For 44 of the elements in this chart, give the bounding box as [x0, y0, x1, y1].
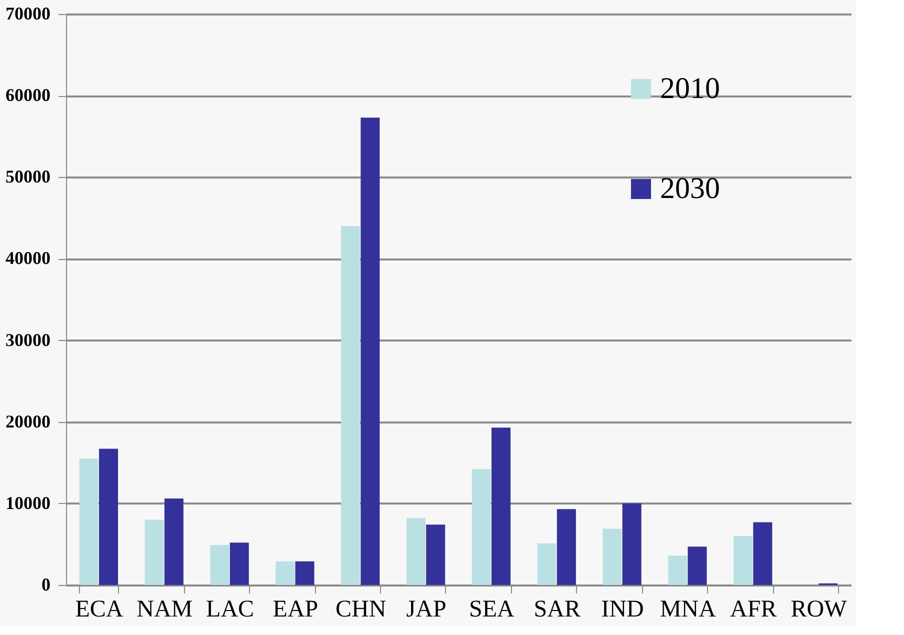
bar	[602, 528, 622, 585]
x-tick-label: AFR	[730, 596, 777, 622]
bar	[210, 545, 230, 585]
bar	[668, 556, 688, 585]
bar	[276, 561, 295, 585]
bar	[164, 498, 184, 585]
bar	[426, 524, 446, 585]
y-tick-label: 60000	[6, 85, 50, 106]
bar	[472, 469, 491, 585]
bar	[99, 448, 118, 585]
bar	[79, 458, 98, 585]
y-tick-label: 0	[42, 574, 50, 594]
x-tick-label: LAC	[206, 596, 254, 622]
bar	[144, 520, 164, 585]
x-tick-label: SEA	[469, 596, 516, 622]
bar	[622, 503, 642, 585]
y-tick-label: 70000	[6, 4, 50, 24]
x-tick-label: SAR	[534, 596, 580, 622]
bar	[688, 546, 707, 585]
y-tick-label: 10000	[6, 492, 50, 513]
bar	[537, 543, 556, 585]
y-tick-label: 40000	[6, 248, 50, 268]
bar	[406, 518, 426, 585]
bar	[230, 542, 249, 585]
x-tick-label: NAM	[136, 596, 193, 622]
bar	[734, 536, 753, 585]
legend-label: 2030	[660, 172, 720, 205]
bar	[360, 118, 380, 585]
x-tick-label: ROW	[790, 596, 848, 622]
x-tick-label: CHN	[336, 596, 386, 622]
x-tick-label: IND	[601, 596, 644, 622]
legend-label: 2010	[660, 72, 720, 105]
x-tick-label: JAP	[406, 596, 446, 622]
bar	[341, 226, 360, 585]
bar	[295, 561, 314, 585]
bar	[556, 509, 576, 585]
y-tick-label: 20000	[6, 411, 50, 432]
x-tick-label: MNA	[660, 596, 717, 622]
y-tick-label: 30000	[6, 330, 50, 350]
bar	[492, 428, 511, 585]
bar	[753, 522, 772, 585]
y-tick-label: 50000	[6, 166, 50, 187]
x-tick-label: EAP	[272, 596, 318, 622]
x-tick-label: ECA	[75, 596, 124, 622]
